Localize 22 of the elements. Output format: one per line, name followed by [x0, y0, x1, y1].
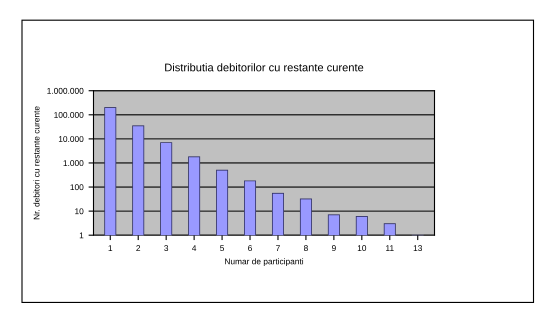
x-tick-label: 4	[192, 245, 196, 251]
x-tick-label: 11	[386, 245, 394, 251]
x-tick-label: 6	[248, 245, 252, 252]
y-tick-label: 10	[75, 208, 84, 214]
y-tick-label: 100	[70, 184, 84, 190]
y-tick-label: 10.000	[58, 136, 84, 142]
x-tick-label: 10	[358, 245, 366, 252]
x-tick-label: 2	[136, 245, 140, 251]
chart-title: Distributia debitorilor cu restante curente	[165, 63, 364, 72]
x-tick-label: 13	[414, 245, 422, 252]
x-tick-label: 7	[276, 245, 280, 251]
x-axis-title: Numar de participanti	[225, 258, 304, 266]
y-tick-label: 1.000	[64, 160, 84, 166]
y-tick-label: 1	[80, 232, 84, 238]
x-tick-label: 3	[164, 245, 168, 252]
x-tick-label: 9	[332, 245, 336, 252]
x-tick-label: 5	[220, 245, 224, 252]
x-tick-label: 8	[304, 245, 308, 252]
y-tick-label: 100.000	[54, 112, 84, 118]
x-tick-label: 1	[108, 245, 112, 251]
y-axis-title: Nr. debitori cu restante curente	[33, 106, 40, 220]
y-tick-label: 1.000.000	[47, 88, 84, 94]
